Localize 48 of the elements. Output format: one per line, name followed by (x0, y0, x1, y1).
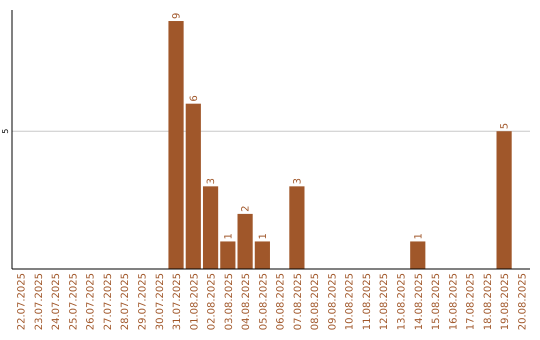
x-tick-label: 27.07.2025 (102, 273, 114, 330)
x-tick-label: 23.07.2025 (34, 273, 45, 330)
bar (220, 241, 236, 269)
x-tick-label: 09.08.2025 (327, 273, 338, 330)
x-tick-label: 24.07.2025 (51, 273, 62, 330)
data-label: 1 (413, 233, 424, 240)
x-tick-label: 29.07.2025 (138, 273, 148, 330)
x-tick-label: 18.08.2025 (482, 273, 494, 330)
data-label: 6 (188, 95, 200, 102)
x-tick-label: 19.08.2025 (500, 273, 512, 330)
data-label: 3 (206, 178, 218, 184)
x-tick-label: 16.08.2025 (448, 273, 460, 330)
x-tick-label: 04.08.2025 (241, 273, 252, 330)
x-tick-label: 28.07.2025 (120, 273, 132, 330)
x-tick-label: 14.08.2025 (414, 273, 425, 330)
x-tick-label: 06.08.2025 (276, 273, 287, 330)
bar (202, 186, 218, 269)
bar (289, 186, 304, 269)
bar (186, 104, 201, 269)
x-tick-label: 02.08.2025 (206, 273, 218, 330)
data-label: 2 (240, 206, 252, 212)
bar (410, 241, 426, 269)
data-label: 1 (258, 233, 269, 240)
x-tick-label: 31.07.2025 (172, 273, 184, 330)
x-tick-label: 12.08.2025 (379, 273, 390, 330)
x-tick-label: 08.08.2025 (310, 273, 322, 330)
x-tick-label: 03.08.2025 (224, 273, 235, 330)
x-tick-label: 26.07.2025 (86, 273, 97, 330)
data-label: 5 (500, 122, 511, 130)
x-tick-label: 07.08.2025 (292, 273, 304, 330)
x-tick-label: 22.07.2025 (16, 273, 28, 330)
x-tick-label: 01.08.2025 (189, 273, 200, 330)
bar (168, 21, 184, 269)
bar (238, 214, 253, 269)
bar (254, 241, 270, 269)
data-label: 9 (172, 12, 183, 20)
x-tick-label: 11.08.2025 (362, 273, 373, 330)
x-tick-label: 13.08.2025 (396, 273, 408, 330)
x-tick-label: 20.08.2025 (517, 273, 528, 330)
x-tick-label: 10.08.2025 (344, 273, 356, 330)
x-tick-label: 15.08.2025 (431, 273, 442, 330)
x-tick-label: 17.08.2025 (466, 273, 477, 330)
bar (496, 131, 512, 269)
data-label: 3 (292, 178, 304, 184)
data-label: 1 (223, 233, 234, 240)
x-tick-label: 25.07.2025 (68, 273, 80, 330)
x-tick-label: 30.07.2025 (154, 273, 166, 330)
x-tick-label: 05.08.2025 (258, 273, 270, 330)
